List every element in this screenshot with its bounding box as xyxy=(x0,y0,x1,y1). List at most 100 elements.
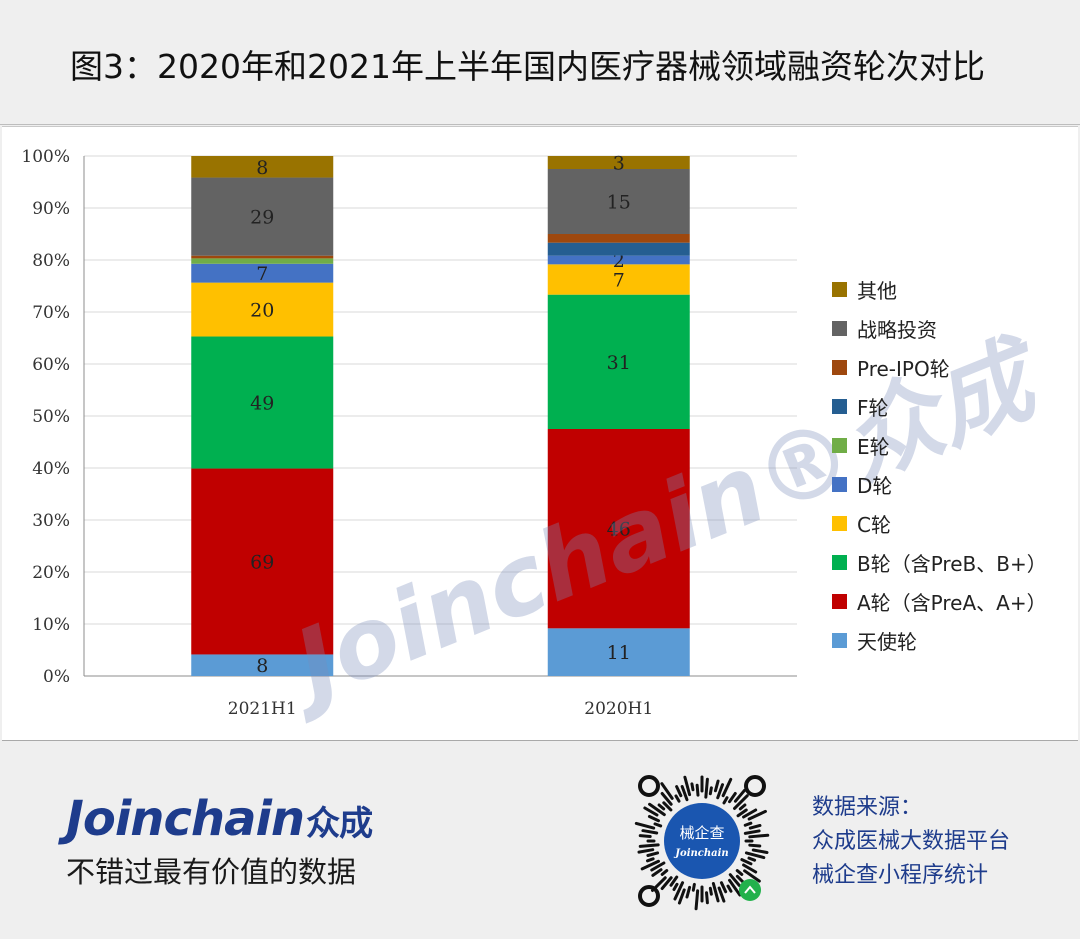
qr-ray xyxy=(662,801,673,812)
qr-ray xyxy=(708,886,713,896)
brand-logo: Joinchain众成 xyxy=(66,791,373,847)
legend-item: 其他 xyxy=(832,270,1047,309)
legend-item: F轮 xyxy=(832,387,1047,426)
link-glyph xyxy=(744,885,756,894)
qr-ray xyxy=(643,806,659,817)
qr-ray xyxy=(713,779,720,793)
qr-ray xyxy=(748,843,762,848)
data-label: 11 xyxy=(607,642,631,664)
qr-ray xyxy=(743,821,753,827)
bar-segment xyxy=(191,156,334,178)
qr-sub-label: Joinchain xyxy=(673,848,728,859)
qr-ray xyxy=(672,882,679,891)
legend-swatch xyxy=(832,438,847,453)
legend-label: 战略投资 xyxy=(857,318,937,342)
qr-ray xyxy=(694,889,700,911)
mini-program-qr-code[interactable]: 械企查 Joinchain xyxy=(627,766,777,916)
legend-swatch xyxy=(832,477,847,492)
qr-ray xyxy=(751,848,769,854)
bar-segment xyxy=(547,429,690,629)
legend-item: E轮 xyxy=(832,426,1047,465)
slogan: 不错过最有价值的数据 xyxy=(66,855,357,889)
qr-ray xyxy=(657,803,666,811)
qr-ray xyxy=(648,802,666,817)
legend-item: B轮（含PreB、B+） xyxy=(832,543,1047,582)
qr-ray xyxy=(738,803,747,811)
legend-swatch xyxy=(832,594,847,609)
y-tick-label: 10% xyxy=(32,615,70,635)
bar-segment xyxy=(191,263,334,283)
data-label: 7 xyxy=(613,270,625,292)
bar-segment xyxy=(191,177,334,256)
qr-label: 械企查 xyxy=(679,824,724,842)
bar-segment xyxy=(547,264,690,295)
qr-ray xyxy=(708,786,713,796)
chart-panel: 0% 10% 20% 30% 40% 50% 60% 70% 80% 90% 100% 8 69 49 20… xyxy=(2,126,1078,741)
qr-ray xyxy=(695,783,700,797)
qr-ray xyxy=(674,794,681,803)
legend-label: F轮 xyxy=(857,396,889,420)
bar-segment xyxy=(547,255,690,265)
bar-segment xyxy=(191,258,334,264)
y-tick-label: 40% xyxy=(32,459,70,479)
data-label: 49 xyxy=(250,393,274,415)
source-line: 众成医械大数据平台 xyxy=(812,829,1011,854)
qr-ray xyxy=(669,875,679,887)
data-label: 15 xyxy=(607,192,631,214)
legend-label: C轮 xyxy=(857,513,891,537)
data-label: 29 xyxy=(250,207,274,229)
qr-ray xyxy=(638,834,652,838)
bar-segment xyxy=(191,255,334,259)
qr-ray xyxy=(680,784,689,802)
title-bar: 图3：2020年和2021年上半年国内医疗器械领域融资轮次对比 xyxy=(0,0,1080,125)
qr-ray xyxy=(726,884,733,893)
data-label: 20 xyxy=(250,300,274,322)
data-label: 31 xyxy=(607,352,631,374)
qr-ray xyxy=(748,833,770,839)
brand-name: Joinchain xyxy=(66,791,305,847)
qr-ray xyxy=(660,782,674,800)
bar-segment xyxy=(547,628,690,676)
data-label: 8 xyxy=(256,655,268,677)
legend-item: D轮 xyxy=(832,465,1047,504)
qr-ray xyxy=(717,886,726,903)
qr-ray xyxy=(653,822,663,828)
bar-segment xyxy=(547,156,690,169)
legend-item: Pre-IPO轮 xyxy=(832,348,1047,387)
qr-ray xyxy=(660,876,673,890)
data-source: 数据来源： 众成医械大数据平台 械企查小程序统计 xyxy=(812,791,1010,893)
qr-ray xyxy=(677,888,686,905)
qr-ray xyxy=(722,796,729,805)
qr-finder xyxy=(638,885,660,907)
qr-finder xyxy=(744,775,766,797)
footer: Joinchain众成 不错过最有价值的数据 械企查 Joinchain 数据来… xyxy=(0,741,1080,939)
legend-swatch xyxy=(832,360,847,375)
qr-ray xyxy=(733,794,749,810)
qr-ray xyxy=(705,891,709,905)
y-tick-label: 60% xyxy=(32,355,70,375)
source-line: 数据来源： xyxy=(812,795,923,820)
bar-segment xyxy=(191,654,334,676)
bar-segment xyxy=(547,234,690,243)
chart-legend: 其他 战略投资 Pre-IPO轮 F轮 E轮 D轮 C轮 B轮（含PreB、B+） A轮（含Pr… xyxy=(832,270,1047,660)
qr-ray xyxy=(728,791,737,804)
qr-ray xyxy=(690,782,695,792)
qr-ray xyxy=(716,783,725,800)
legend-swatch xyxy=(832,516,847,531)
source-line: 械企查小程序统计 xyxy=(812,863,989,888)
y-tick-label: 90% xyxy=(32,199,70,219)
qr-ray xyxy=(728,878,742,897)
y-tick-label: 80% xyxy=(32,251,70,271)
x-tick-label: 2020H1 xyxy=(584,699,653,719)
qr-ray xyxy=(673,881,685,901)
qr-ray xyxy=(704,777,709,799)
legend-label: D轮 xyxy=(857,474,893,498)
y-tick-label: 0% xyxy=(43,667,70,687)
bar-segment xyxy=(191,336,334,469)
qr-center-badge xyxy=(664,803,740,879)
bar-segment xyxy=(547,169,690,234)
stacked-bar-chart: 0% 10% 20% 30% 40% 50% 60% 70% 80% 90% 100% 8 69 49 20… xyxy=(21,147,797,719)
qr-ray xyxy=(634,821,656,830)
qr-ray xyxy=(675,785,683,798)
y-tick-label: 70% xyxy=(32,303,70,323)
